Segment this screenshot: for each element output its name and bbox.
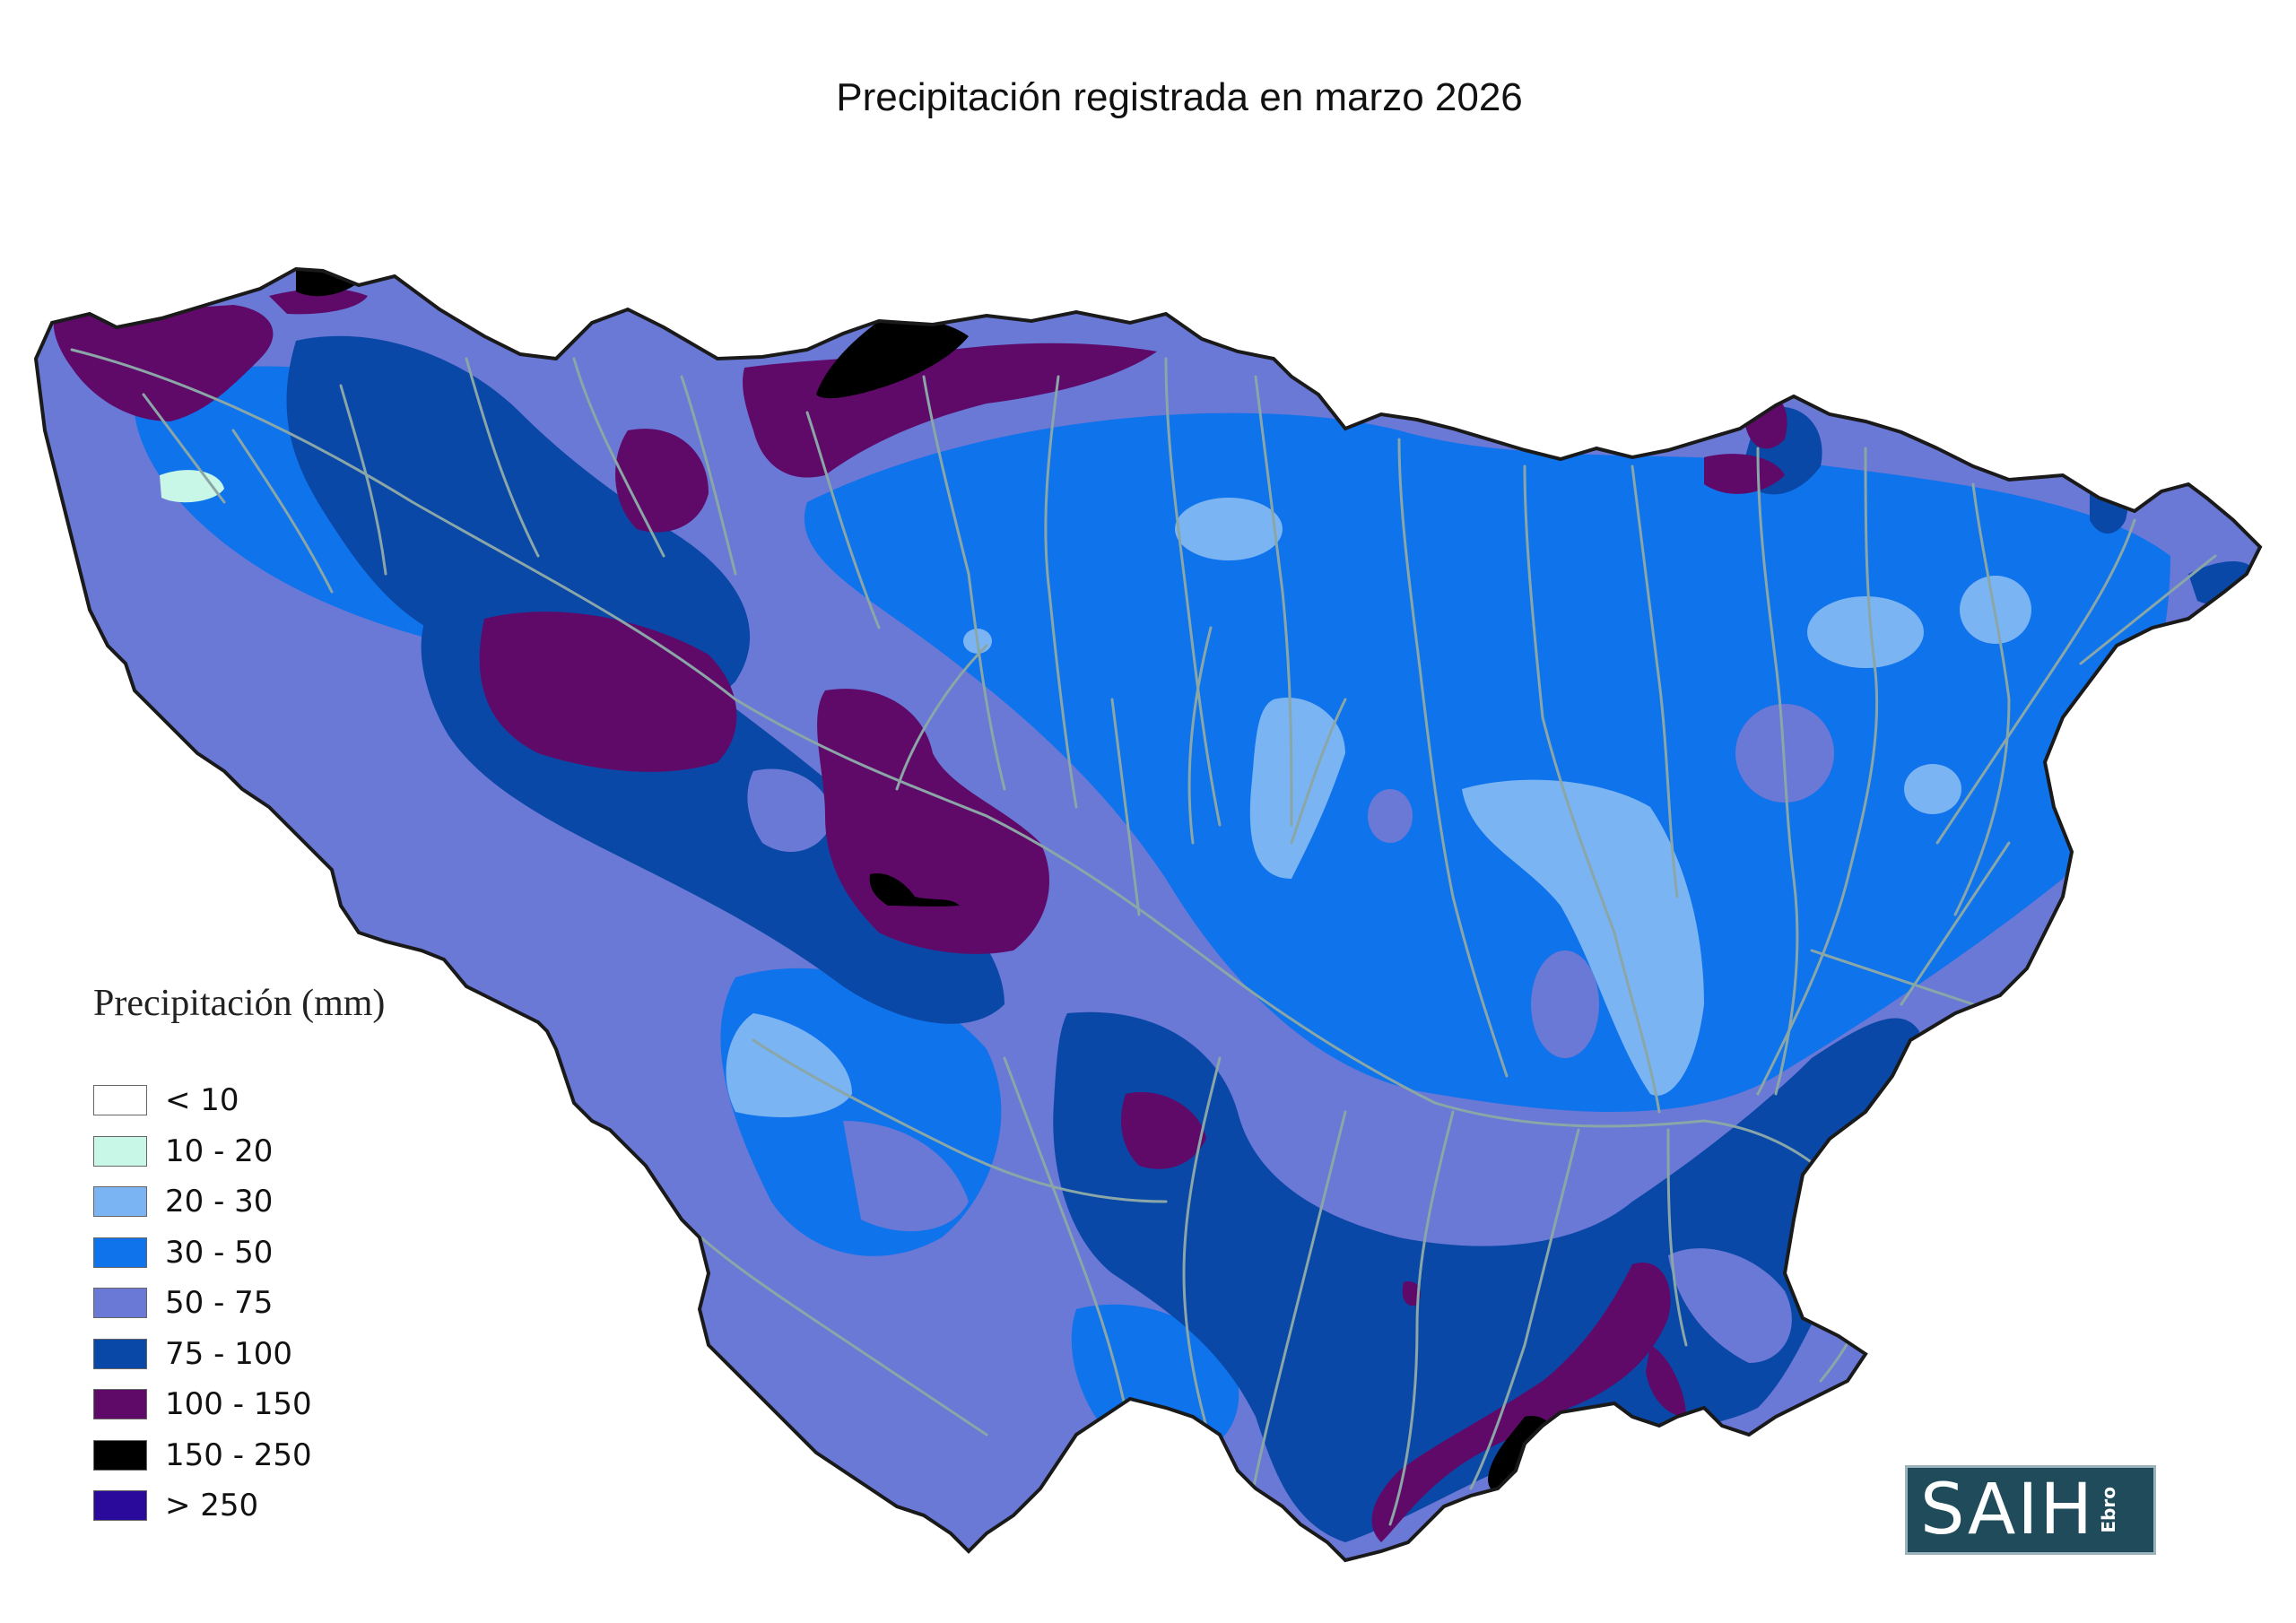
legend-label: 20 - 30 [165,1184,274,1220]
legend-swatch [93,1288,147,1319]
legend-item: 150 - 250 [93,1430,385,1481]
logo-main-text: SAIH [1920,1470,2094,1550]
legend-label: 10 - 20 [165,1133,274,1169]
legend-item: 50 - 75 [93,1278,385,1329]
legend-items: < 10 10 - 20 20 - 30 30 - 50 50 - 75 75 - 100… [93,1075,385,1532]
legend-label: 30 - 50 [165,1234,274,1271]
legend-swatch [93,1490,147,1522]
legend-label: 100 - 150 [165,1386,312,1423]
legend-item: 100 - 150 [93,1379,385,1430]
legend: Precipitación (mm) < 10 10 - 20 20 - 30 30 … [93,982,385,1532]
map-title: Precipitación registrada en marzo 2026 [836,75,1523,119]
legend-swatch [93,1338,147,1369]
legend-swatch [93,1237,147,1268]
river-network [70,348,2217,1526]
legend-label: 75 - 100 [165,1335,293,1372]
legend-swatch [93,1389,147,1420]
legend-label: 150 - 250 [165,1436,312,1473]
legend-label: < 10 [165,1082,239,1119]
legend-swatch [93,1439,147,1471]
legend-item: 75 - 100 [93,1329,385,1380]
legend-label: 50 - 75 [165,1285,274,1322]
legend-item: 30 - 50 [93,1228,385,1279]
legend-item: < 10 [93,1075,385,1126]
legend-item: 20 - 30 [93,1176,385,1228]
legend-swatch [93,1085,147,1116]
legend-title: Precipitación (mm) [93,983,386,1024]
legend-swatch [93,1186,147,1218]
logo-sub-text: Ebro [2097,1487,2119,1533]
saih-ebro-logo: SAIH Ebro [1905,1465,2156,1555]
legend-swatch [93,1135,147,1167]
legend-item: > 250 [93,1480,385,1532]
legend-item: 10 - 20 [93,1126,385,1177]
legend-label: > 250 [165,1488,259,1524]
